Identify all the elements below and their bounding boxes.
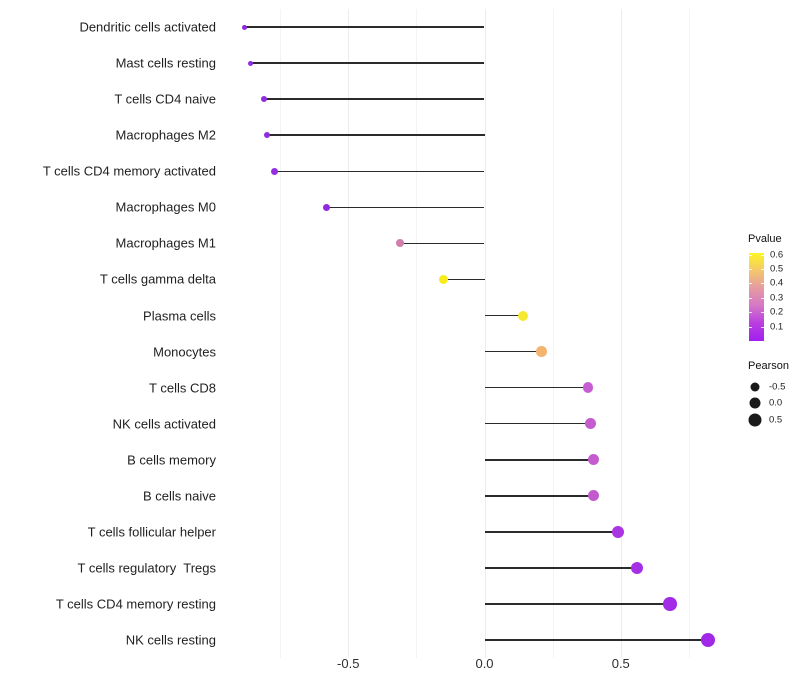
colorbar-tick-label: 0.3 [770,291,784,303]
colorbar-tick [749,297,752,299]
data-point-dot [611,525,625,539]
pearson-legend-label: 0.5 [769,414,783,426]
colorbar-tick [761,268,764,270]
pvalue-legend-title: Pvalue [748,233,782,245]
gridline-minor [552,9,554,658]
colorbar-tick-label: 0.6 [770,248,784,260]
pearson-legend-dot [749,397,761,409]
data-point-dot [536,346,547,357]
lollipop-stem [484,531,619,533]
lollipop-stem [484,314,523,317]
colorbar-tick-label: 0.2 [770,306,784,318]
lollipop-stem [484,386,589,389]
data-point-dot [263,132,270,139]
data-point-dot [582,382,594,393]
lollipop-stem [484,567,638,569]
lollipop-stem [484,603,670,605]
pearson-legend-dot [748,413,762,427]
pearson-legend-dot [750,382,760,392]
pearson-legend-label: -0.5 [769,381,786,393]
colorbar-tick [749,283,752,285]
lollipop-stem [484,459,594,461]
y-axis-label: NK cells activated [112,416,216,432]
y-axis-label: T cells CD4 naive [114,91,216,107]
y-axis-label: T cells CD8 [149,380,216,396]
y-axis-label: T cells gamma delta [99,271,216,287]
lollipop-stem [400,242,485,245]
x-axis-tick-label: 0.5 [611,656,630,671]
lollipop-stem [244,26,485,28]
gridline-major [484,9,486,658]
colorbar-tick [761,326,764,328]
colorbar-tick [761,297,764,299]
data-point-dot [260,96,267,103]
lollipop-stem [484,350,542,353]
pvalue-colorbar [749,253,764,341]
data-point-dot [588,454,599,466]
y-axis-label: NK cells resting [125,632,216,648]
y-axis-label: B cells memory [127,452,216,468]
colorbar-tick-label: 0.5 [770,263,784,275]
y-axis-label: T cells follicular helper [87,524,216,540]
lollipop-stem [326,206,485,209]
y-axis-label: Macrophages M1 [115,235,216,251]
colorbar-tick [749,326,752,328]
y-axis-label: Macrophages M0 [115,199,216,215]
lollipop-stem [274,170,485,173]
colorbar-tick-label: 0.4 [770,277,784,289]
lollipop-stem [250,62,485,64]
colorbar-tick [761,283,764,285]
data-point-dot [322,203,331,212]
y-axis-label: Plasma cells [143,308,216,323]
lollipop-stem [443,278,485,281]
gridline-minor [416,9,418,658]
data-point-dot [585,418,597,430]
y-axis-label: T cells CD4 memory resting [55,596,216,612]
data-point-dot [242,24,248,30]
gridline-major [620,9,622,658]
y-axis-label: T cells regulatory Tregs [77,560,216,576]
x-axis-tick-label: -0.5 [337,656,360,671]
colorbar-tick [749,254,752,256]
data-point-dot [630,561,644,575]
colorbar-tick [761,312,764,314]
lollipop-stem [484,422,591,425]
data-point-dot [396,239,405,248]
gridline-minor [688,9,690,658]
colorbar-tick [749,312,752,314]
y-axis-label: Monocytes [153,344,216,360]
pearson-legend-label: 0.0 [769,397,783,409]
data-point-dot [700,633,715,648]
gridline-major [348,9,350,658]
gridline-minor [280,9,282,658]
colorbar-tick [761,254,764,256]
colorbar-tick-label: 0.1 [770,320,784,332]
data-point-dot [439,274,449,284]
lollipop-stem [266,134,485,136]
y-axis-label: T cells CD4 memory activated [42,163,216,179]
y-axis-label: Dendritic cells activated [79,19,216,35]
pearson-legend-title: Pearson [748,360,789,372]
data-point-dot [588,490,599,502]
colorbar-tick [749,268,752,270]
data-point-dot [271,167,279,175]
data-point-dot [663,597,677,611]
lollipop-stem [484,639,708,641]
x-axis-tick-label: 0.0 [475,656,494,671]
y-axis-label: B cells naive [143,488,216,504]
lollipop-stem [484,495,594,497]
y-axis-label: Mast cells resting [115,55,216,71]
data-point-dot [247,60,253,66]
data-point-dot [517,310,528,321]
lollipop-stem [263,98,485,100]
y-axis-label: Macrophages M2 [115,127,216,143]
